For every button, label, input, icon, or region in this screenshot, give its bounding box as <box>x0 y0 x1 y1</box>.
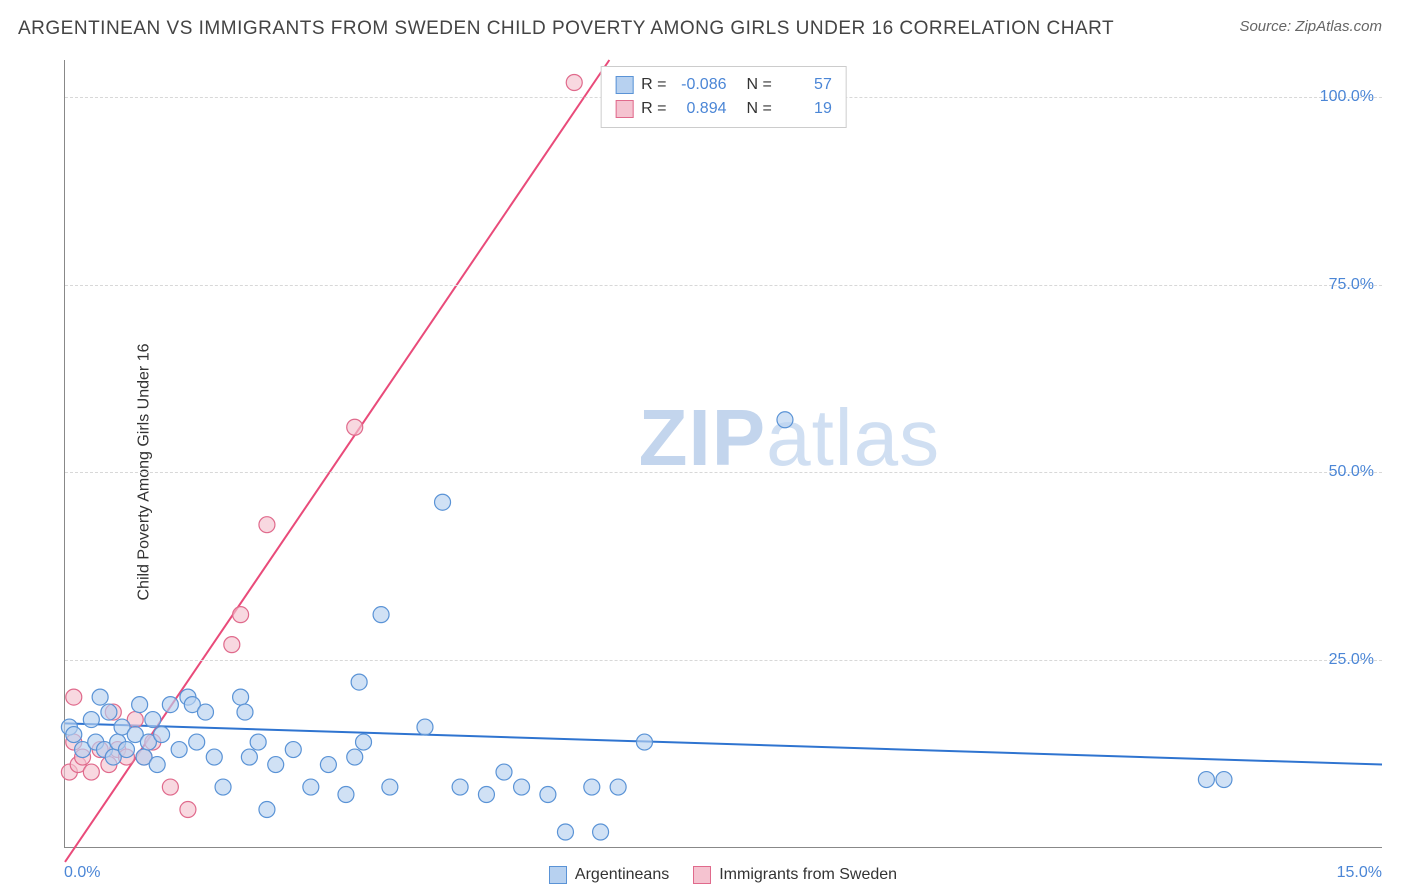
swatch-series-b <box>693 866 711 884</box>
n-label: N = <box>747 73 772 97</box>
series-legend: Argentineans Immigrants from Sweden <box>64 866 1382 884</box>
swatch-series-b <box>615 100 633 118</box>
source-label: Source: ZipAtlas.com <box>1239 18 1382 35</box>
y-tick: 25.0% <box>1329 651 1374 669</box>
legend-label-b: Immigrants from Sweden <box>719 866 897 884</box>
r-label: R = <box>641 73 666 97</box>
swatch-series-a <box>549 866 567 884</box>
n-value-b: 19 <box>780 97 832 121</box>
legend-row-b: R = 0.894 N = 19 <box>615 97 832 121</box>
r-value-b: 0.894 <box>675 97 727 121</box>
y-tick: 75.0% <box>1329 276 1374 294</box>
legend-label-a: Argentineans <box>575 866 669 884</box>
plot-svg <box>65 60 1382 847</box>
page-title: ARGENTINEAN VS IMMIGRANTS FROM SWEDEN CH… <box>18 18 1114 40</box>
n-value-a: 57 <box>780 73 832 97</box>
n-label: N = <box>747 97 772 121</box>
plot-area: ZIPatlas R = -0.086 N = 57 R = 0.894 N =… <box>64 60 1382 848</box>
legend-item-b: Immigrants from Sweden <box>693 866 897 884</box>
r-label: R = <box>641 97 666 121</box>
y-tick: 100.0% <box>1320 88 1374 106</box>
y-tick: 50.0% <box>1329 463 1374 481</box>
chart-container: Child Poverty Among Girls Under 16 ZIPat… <box>18 52 1382 892</box>
r-value-a: -0.086 <box>675 73 727 97</box>
legend-row-a: R = -0.086 N = 57 <box>615 73 832 97</box>
legend-item-a: Argentineans <box>549 866 669 884</box>
correlation-legend: R = -0.086 N = 57 R = 0.894 N = 19 <box>600 66 847 128</box>
swatch-series-a <box>615 76 633 94</box>
